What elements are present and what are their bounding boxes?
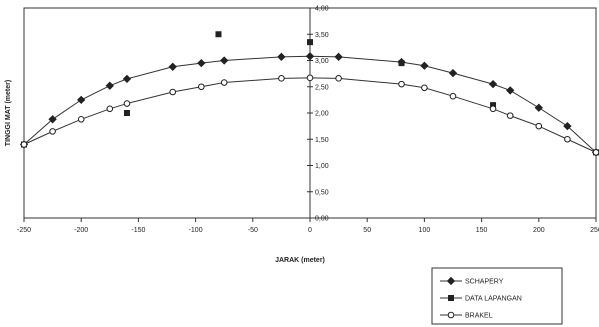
data-point-brakel xyxy=(123,100,131,107)
x-tick-label: -100 xyxy=(189,227,203,234)
data-point-schapery xyxy=(197,58,206,68)
data-point-data-lapangan xyxy=(307,39,313,46)
y-tick-label: 0,00 xyxy=(315,216,329,223)
x-tick-label: -50 xyxy=(248,227,258,234)
y-axis-label: TINGGI MAT (meter) xyxy=(5,80,12,146)
data-point-schapery xyxy=(420,61,429,70)
data-point-brakel xyxy=(421,84,428,92)
data-point-schapery xyxy=(168,62,177,71)
y-tick-label: 0,50 xyxy=(315,189,329,196)
y-tick-label: 3,50 xyxy=(315,32,329,39)
data-point-brakel xyxy=(592,149,599,156)
legend-label-data-lapangan: DATA LAPANGAN xyxy=(465,296,522,303)
data-point-brakel xyxy=(489,105,497,113)
data-point-schapery xyxy=(277,52,286,61)
x-tick-label: -250 xyxy=(17,227,31,234)
axes: -250 -200 -150 -100 -50 0 50 100 150 200 250 0,00 0,… xyxy=(17,6,599,235)
x-tick-label: 200 xyxy=(533,227,545,234)
data-point-brakel xyxy=(306,74,314,82)
data-point-schapery xyxy=(506,86,515,95)
y-tick-label: 1,00 xyxy=(315,163,329,170)
data-point-schapery xyxy=(534,103,543,112)
data-point-schapery xyxy=(305,52,315,61)
data-point-brakel xyxy=(77,116,85,123)
data-point-schapery xyxy=(220,56,229,65)
x-tick-label: 0 xyxy=(308,227,312,234)
x-tick-label: 50 xyxy=(363,227,371,234)
x-tick-label: -150 xyxy=(131,227,145,234)
series-layer xyxy=(19,31,599,157)
data-point-schapery xyxy=(334,52,343,61)
data-point-data-lapangan xyxy=(215,31,222,38)
data-point-brakel xyxy=(535,122,543,130)
y-tick-label: 2,00 xyxy=(315,111,329,118)
legend-marker-brakel xyxy=(447,311,455,319)
legend-marker-data-lapangan xyxy=(448,295,454,301)
x-tick-label: -200 xyxy=(74,227,88,234)
data-point-brakel xyxy=(335,75,342,82)
data-point-brakel xyxy=(169,88,177,96)
data-point-brakel xyxy=(198,83,205,91)
legend-label-schapery: SCHAPERY xyxy=(465,279,504,286)
y-tick-label: 4,00 xyxy=(315,6,329,13)
data-point-brakel xyxy=(49,128,56,135)
data-point-schapery xyxy=(448,68,458,78)
x-tick-label: 150 xyxy=(476,227,488,234)
series-brakel xyxy=(20,74,599,156)
x-axis-label: JARAK (meter) xyxy=(275,257,325,264)
data-point-brakel xyxy=(220,79,228,86)
data-point-schapery xyxy=(488,79,498,89)
data-point-schapery xyxy=(122,74,132,84)
data-point-schapery xyxy=(105,81,114,90)
data-point-brakel xyxy=(278,75,285,82)
legend: SCHAPERY DATA LAPANGAN BRAKEL xyxy=(431,267,563,325)
data-point-schapery xyxy=(563,121,572,131)
data-point-brakel xyxy=(449,92,457,100)
data-point-brakel xyxy=(20,141,28,148)
data-point-schapery xyxy=(48,115,57,124)
x-tick-label: 250 xyxy=(590,227,599,234)
data-point-data-lapangan xyxy=(398,60,405,67)
legend-marker-schapery xyxy=(446,276,456,286)
y-tick-label: 3,00 xyxy=(315,58,329,65)
data-point-schapery xyxy=(77,95,86,105)
y-tick-label: 2,50 xyxy=(315,84,329,91)
data-point-brakel xyxy=(564,135,571,143)
legend-label-brakel: BRAKEL xyxy=(465,313,493,320)
y-tick-label: 1,50 xyxy=(315,137,329,144)
data-point-data-lapangan xyxy=(490,102,497,109)
data-point-brakel xyxy=(398,80,405,88)
data-point-brakel xyxy=(106,105,114,113)
x-tick-label: 100 xyxy=(419,227,431,234)
data-point-data-lapangan xyxy=(123,110,130,116)
data-point-brakel xyxy=(506,112,514,119)
